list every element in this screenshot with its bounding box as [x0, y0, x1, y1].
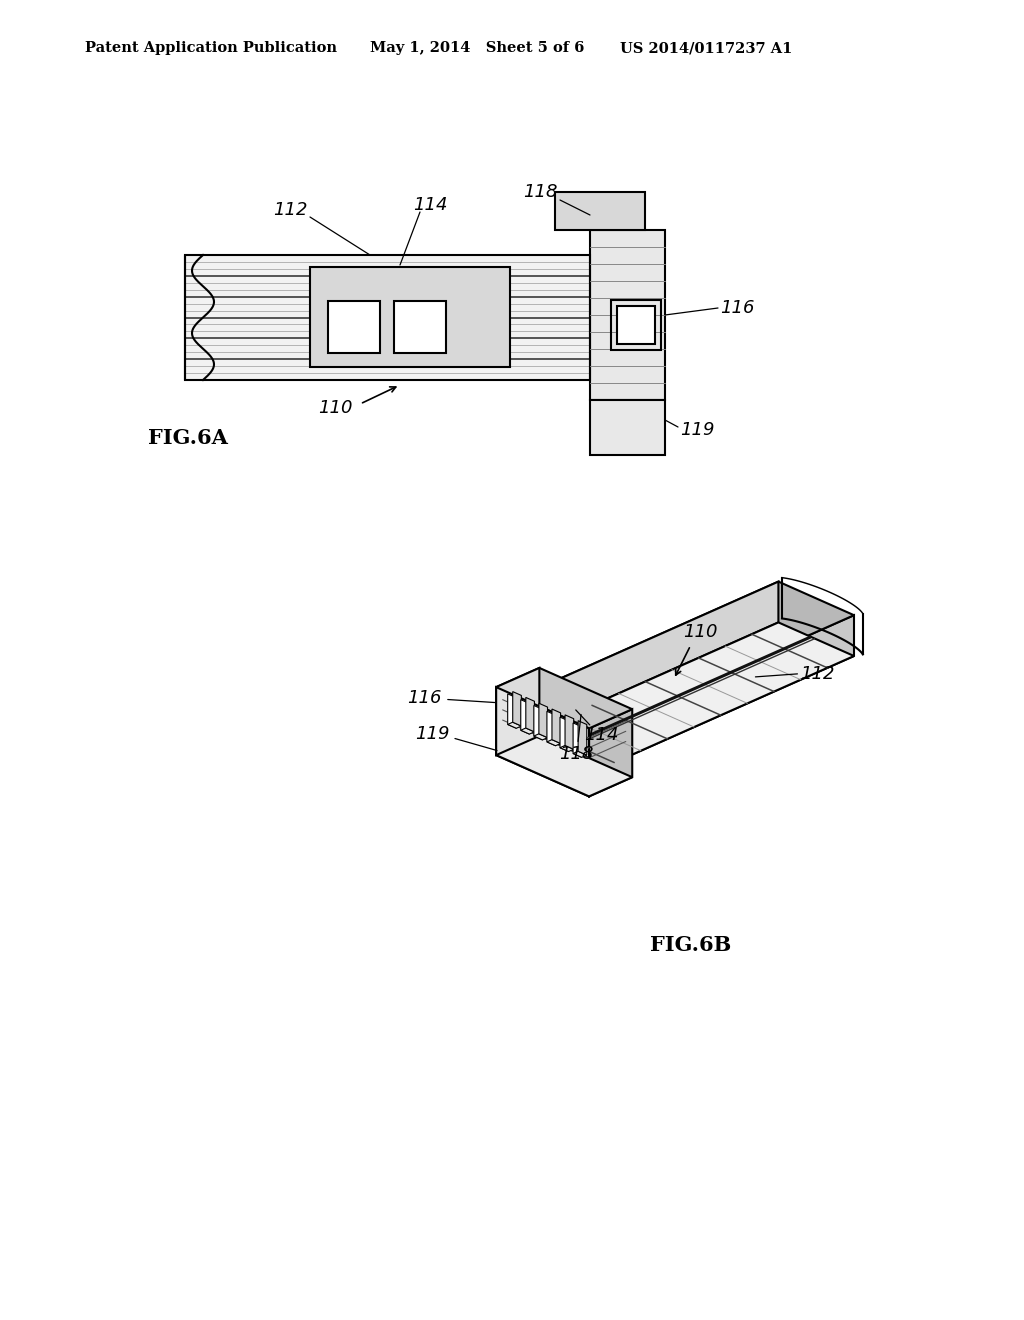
Bar — [590, 230, 665, 400]
Text: 119: 119 — [415, 725, 450, 743]
Polygon shape — [588, 615, 854, 775]
Text: May 1, 2014   Sheet 5 of 6: May 1, 2014 Sheet 5 of 6 — [370, 41, 585, 55]
Polygon shape — [512, 582, 854, 734]
Bar — [328, 301, 380, 352]
Polygon shape — [508, 722, 521, 729]
Text: 119: 119 — [680, 421, 715, 440]
Text: 112: 112 — [800, 665, 835, 682]
Polygon shape — [539, 704, 548, 738]
Polygon shape — [497, 668, 540, 755]
Polygon shape — [560, 746, 573, 751]
Polygon shape — [534, 734, 548, 741]
Polygon shape — [508, 694, 516, 729]
Polygon shape — [547, 711, 556, 746]
Polygon shape — [513, 692, 521, 726]
Polygon shape — [497, 668, 632, 729]
Polygon shape — [521, 700, 529, 734]
Text: 116: 116 — [720, 300, 755, 317]
Polygon shape — [579, 721, 587, 755]
Bar — [617, 306, 655, 345]
Polygon shape — [547, 739, 560, 746]
Text: Patent Application Publication: Patent Application Publication — [85, 41, 337, 55]
Text: 112: 112 — [272, 201, 307, 219]
Polygon shape — [534, 705, 543, 741]
Polygon shape — [497, 737, 632, 796]
Text: 110: 110 — [683, 623, 718, 642]
Text: US 2014/0117237 A1: US 2014/0117237 A1 — [620, 41, 793, 55]
Polygon shape — [552, 709, 560, 743]
Polygon shape — [573, 751, 587, 758]
Text: 118: 118 — [522, 183, 557, 201]
Bar — [555, 191, 645, 230]
Text: FIG.6A: FIG.6A — [148, 428, 228, 447]
Polygon shape — [589, 709, 632, 796]
Bar — [310, 267, 510, 367]
Text: 114: 114 — [413, 195, 447, 214]
Polygon shape — [573, 723, 582, 758]
Bar — [185, 255, 590, 380]
Polygon shape — [560, 717, 568, 751]
Polygon shape — [512, 582, 778, 741]
Polygon shape — [512, 623, 854, 775]
Polygon shape — [521, 729, 535, 734]
Text: 116: 116 — [408, 689, 442, 706]
Polygon shape — [497, 688, 589, 796]
Polygon shape — [565, 715, 573, 750]
Bar — [185, 255, 590, 380]
Text: 114: 114 — [585, 726, 620, 744]
Polygon shape — [512, 700, 588, 775]
Bar — [394, 301, 446, 352]
Bar — [590, 400, 665, 455]
Text: 110: 110 — [317, 399, 352, 417]
Text: 118: 118 — [559, 746, 593, 763]
Bar — [611, 300, 662, 350]
Text: FIG.6B: FIG.6B — [650, 935, 731, 954]
Polygon shape — [525, 697, 535, 731]
